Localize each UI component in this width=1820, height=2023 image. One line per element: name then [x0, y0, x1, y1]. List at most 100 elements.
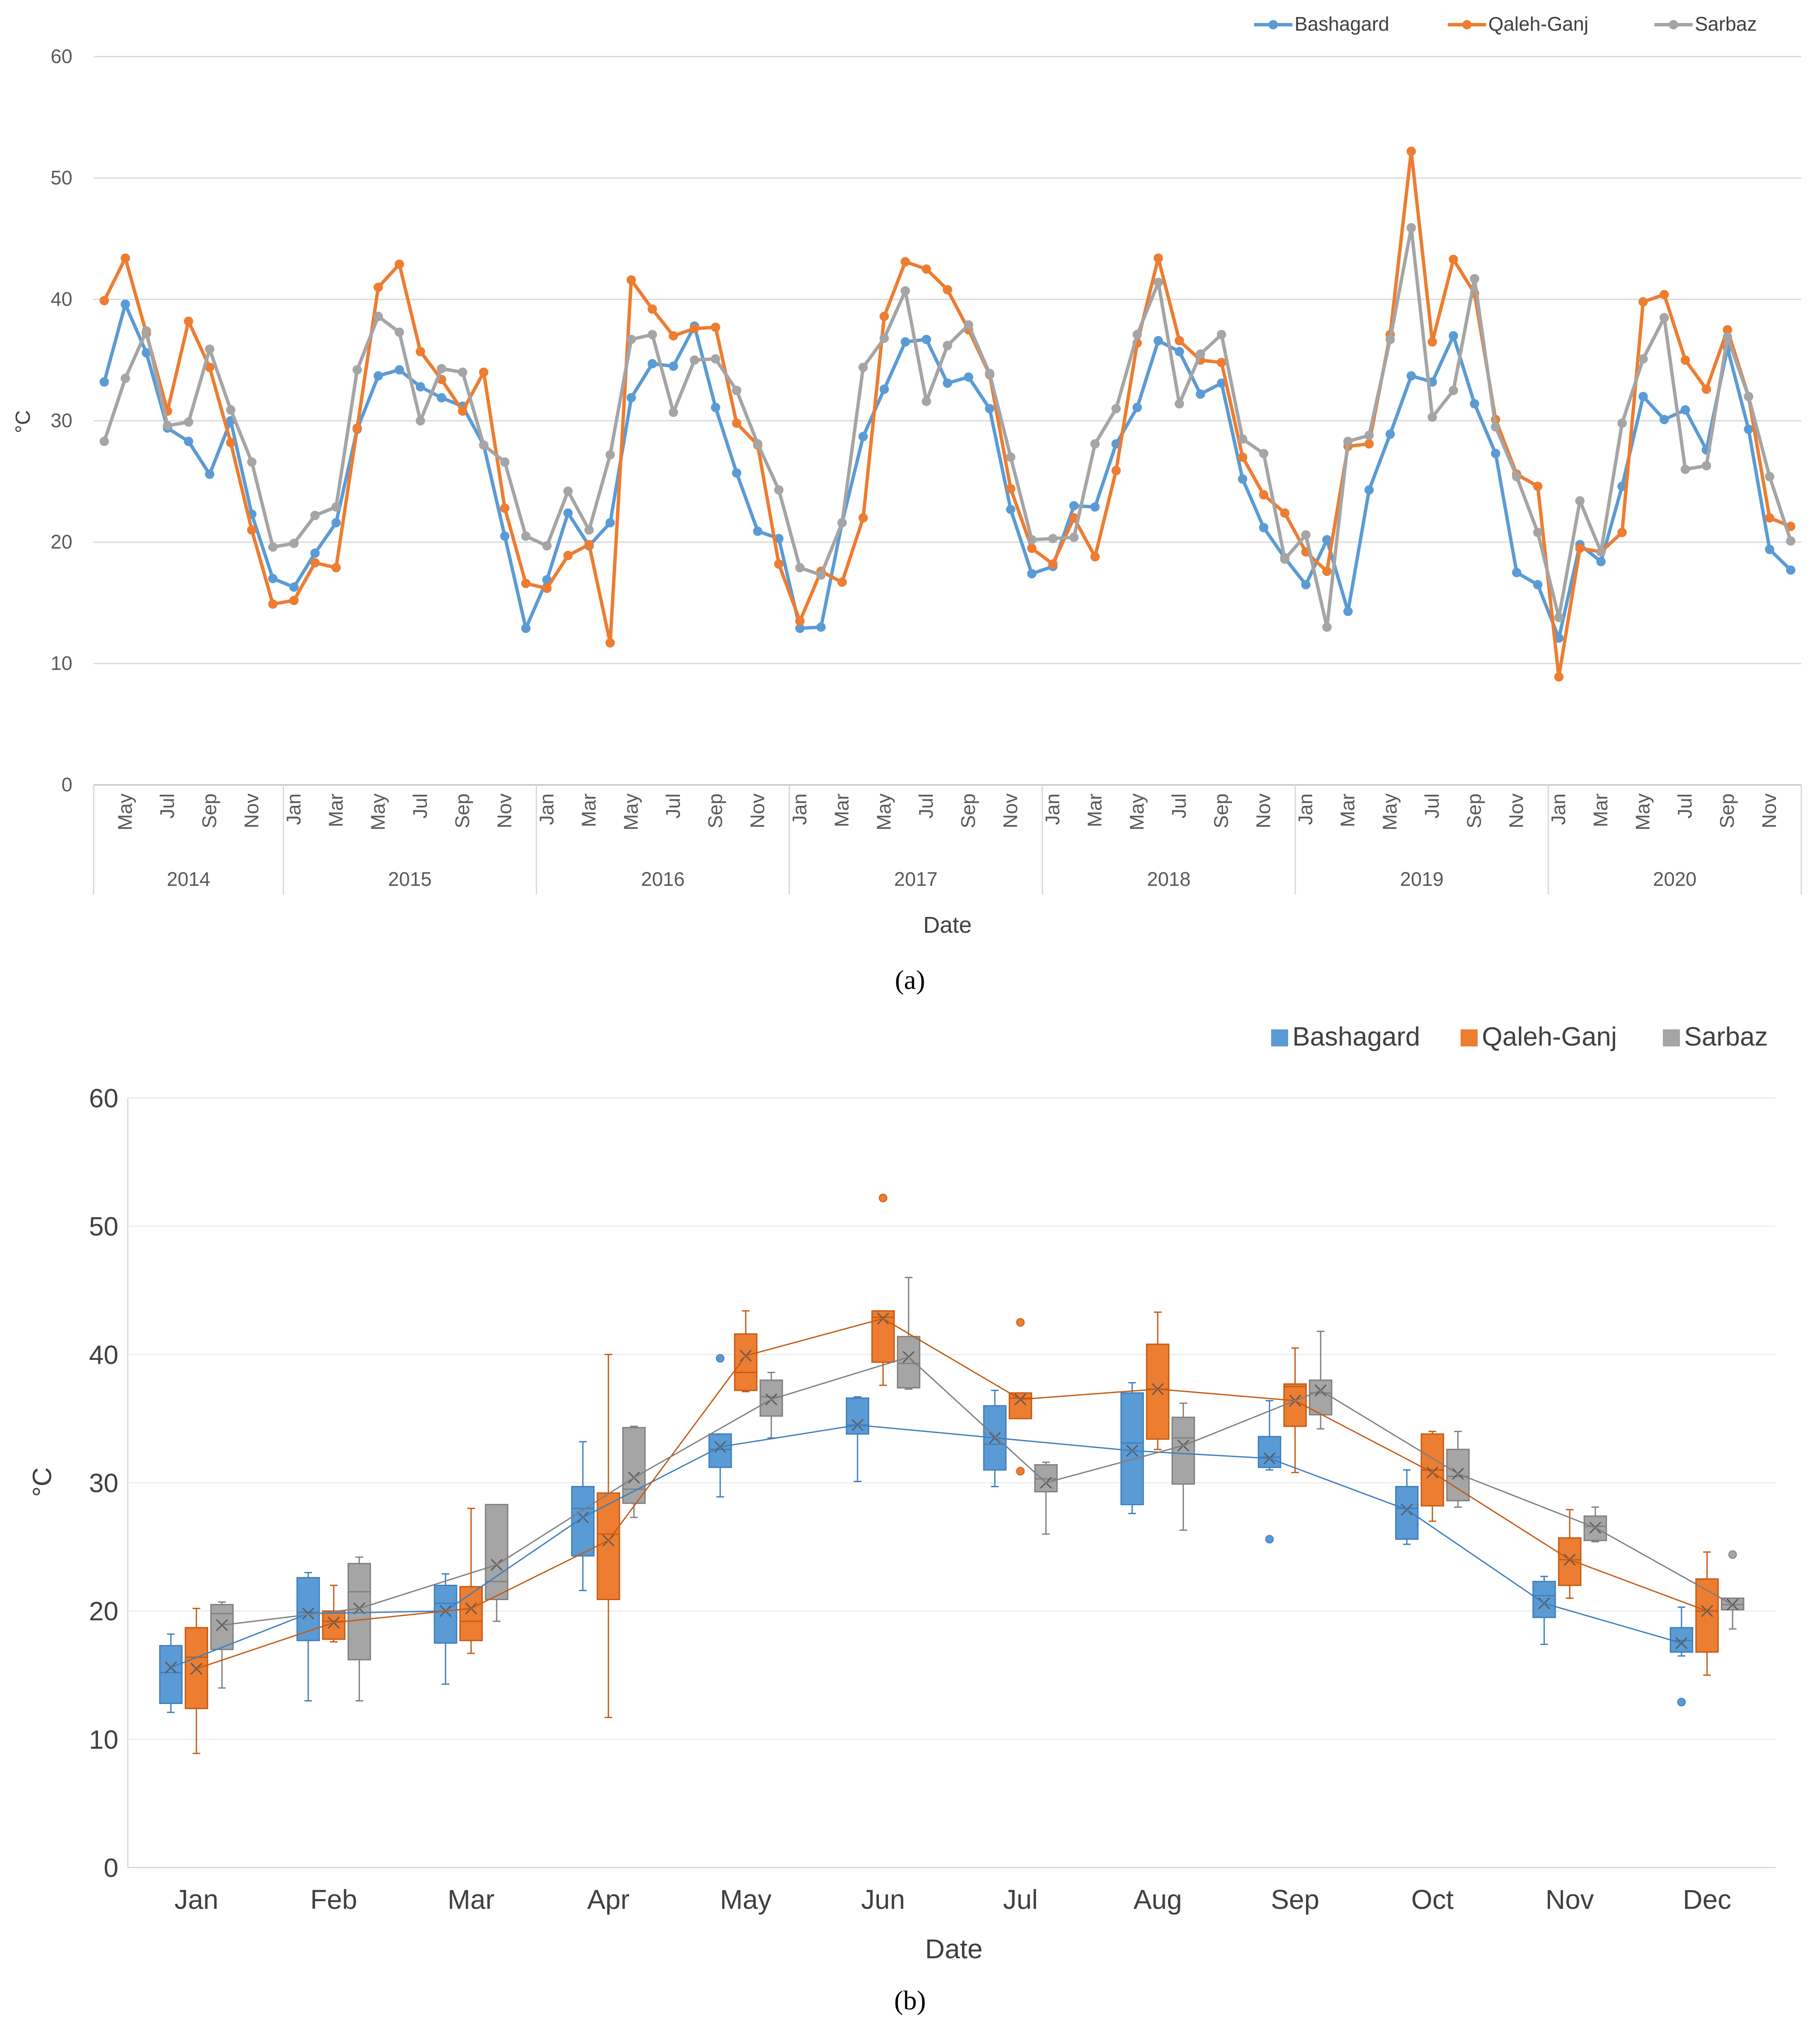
a-point-qaleh-ganj — [943, 285, 952, 295]
b-outlier-point — [1016, 1318, 1025, 1327]
b-legend-bashagard: Bashagard — [1271, 1022, 1420, 1052]
a-y-tick-40: 40 — [51, 288, 72, 310]
a-x-tick-year-2019: 2019 — [1400, 868, 1444, 890]
b-x-tick-mar: Mar — [448, 1884, 494, 1915]
b-box-iqr — [1446, 1448, 1470, 1502]
a-point-bashagard — [416, 382, 425, 392]
a-point-bashagard — [626, 393, 636, 402]
a-x-tick-year-2016: 2016 — [641, 868, 684, 890]
a-x-tick-month: Sep — [704, 793, 726, 828]
a-x-tick-year-2020: 2020 — [1653, 868, 1697, 890]
a-x-tick-month: Mar — [830, 793, 853, 827]
a-point-bashagard — [1132, 402, 1142, 412]
a-point-sarbaz — [1343, 437, 1353, 446]
a-x-tick-month: Nov — [493, 793, 515, 828]
a-point-qaleh-ganj — [479, 368, 488, 377]
a-point-sarbaz — [1259, 448, 1269, 458]
a-point-sarbaz — [331, 502, 341, 512]
b-panel-label: (b) — [894, 1985, 926, 2015]
a-x-tick-month: Jul — [662, 793, 684, 819]
a-point-qaleh-ganj — [901, 257, 910, 267]
a-y-tick-60: 60 — [51, 45, 72, 67]
a-point-sarbaz — [1427, 412, 1437, 422]
a-point-qaleh-ganj — [711, 322, 721, 332]
a-point-sarbaz — [1301, 530, 1311, 540]
a-point-sarbaz — [626, 335, 636, 344]
a-point-bashagard — [1680, 405, 1690, 415]
a-x-tick-year-2014: 2014 — [167, 868, 210, 890]
a-point-qaleh-ganj — [394, 259, 404, 269]
a-point-qaleh-ganj — [563, 551, 573, 560]
a-point-bashagard — [901, 337, 910, 347]
a-point-qaleh-ganj — [1680, 355, 1690, 365]
a-point-qaleh-ganj — [1090, 552, 1100, 562]
a-point-sarbaz — [1280, 554, 1290, 564]
a-x-tick-month: Sep — [451, 793, 473, 828]
b-x-tick-aug: Aug — [1134, 1884, 1182, 1915]
a-point-qaleh-ganj — [1174, 336, 1184, 345]
b-box-iqr — [1670, 1627, 1694, 1653]
b-x-tick-apr: Apr — [587, 1884, 630, 1915]
a-point-bashagard — [1259, 523, 1269, 532]
a-point-bashagard — [1407, 371, 1416, 381]
b-box-iqr — [1146, 1343, 1170, 1440]
a-point-sarbaz — [479, 440, 488, 450]
a-x-tick-month: Sep — [1716, 793, 1738, 828]
a-point-qaleh-ganj — [1449, 255, 1458, 264]
a-point-bashagard — [816, 622, 826, 632]
b-box-iqr — [433, 1584, 457, 1644]
a-x-tick-year-2018: 2018 — [1147, 868, 1191, 890]
a-point-bashagard — [1322, 535, 1332, 545]
a-point-bashagard — [879, 384, 889, 394]
b-x-tick-jun: Jun — [861, 1884, 905, 1915]
b-box-qaleh-ganj-jul — [1008, 1318, 1032, 1476]
a-point-bashagard — [141, 348, 151, 358]
a-point-qaleh-ganj — [1533, 481, 1543, 491]
a-point-sarbaz — [1027, 535, 1036, 545]
b-outlier-point — [878, 1193, 887, 1202]
a-point-qaleh-ganj — [121, 253, 130, 263]
b-box-bashagard-apr — [571, 1441, 595, 1591]
a-point-qaleh-ganj — [416, 347, 425, 356]
a-x-tick-month: Jan — [535, 793, 557, 825]
a-point-sarbaz — [1765, 472, 1774, 482]
a-point-bashagard — [1196, 389, 1206, 399]
a-point-sarbaz — [268, 542, 278, 552]
a-point-sarbaz — [1006, 452, 1016, 462]
b-legend-bashagard-swatch — [1271, 1029, 1288, 1046]
a-point-qaleh-ganj — [1322, 566, 1332, 576]
b-box-iqr — [1120, 1392, 1144, 1506]
a-point-bashagard — [1765, 545, 1774, 555]
b-y-tick-60: 60 — [89, 1084, 118, 1113]
a-y-tick-20: 20 — [51, 531, 72, 553]
a-point-sarbaz — [184, 417, 193, 427]
b-mean-marker — [165, 1661, 177, 1674]
a-point-qaleh-ganj — [1027, 543, 1036, 553]
a-x-tick-month: Jan — [282, 793, 304, 825]
b-y-tick-10: 10 — [89, 1725, 118, 1755]
a-legend-sarbaz: Sarbaz — [1654, 13, 1757, 35]
a-point-sarbaz — [1596, 547, 1606, 557]
b-y-tick-20: 20 — [89, 1597, 118, 1626]
a-point-bashagard — [1385, 429, 1395, 439]
a-point-sarbaz — [837, 518, 847, 528]
b-box-qaleh-ganj-dec — [1695, 1551, 1719, 1676]
a-point-bashagard — [1491, 448, 1501, 458]
b-box-qaleh-ganj-may — [734, 1310, 758, 1393]
b-x-axis: Jan Feb Mar Apr May Jun Jul Aug Sep Oct Nov Dec — [127, 1098, 1776, 1915]
b-outlier-point — [1677, 1698, 1686, 1707]
a-point-sarbaz — [416, 416, 425, 425]
a-x-tick-month: Nov — [1505, 793, 1527, 828]
a-point-sarbaz — [1491, 422, 1501, 432]
a-point-sarbaz — [943, 341, 952, 351]
b-x-axis-title: Date — [925, 1934, 982, 1964]
a-point-qaleh-ganj — [184, 316, 193, 326]
b-box-iqr — [159, 1645, 183, 1704]
b-legend-bashagard-label: Bashagard — [1292, 1022, 1420, 1052]
a-point-sarbaz — [436, 364, 446, 374]
a-x-tick-month: Sep — [1210, 793, 1232, 828]
a-point-bashagard — [99, 377, 109, 387]
a-point-bashagard — [964, 372, 973, 382]
a-legend-sarbaz-marker — [1669, 20, 1678, 29]
a-point-bashagard — [753, 526, 763, 536]
